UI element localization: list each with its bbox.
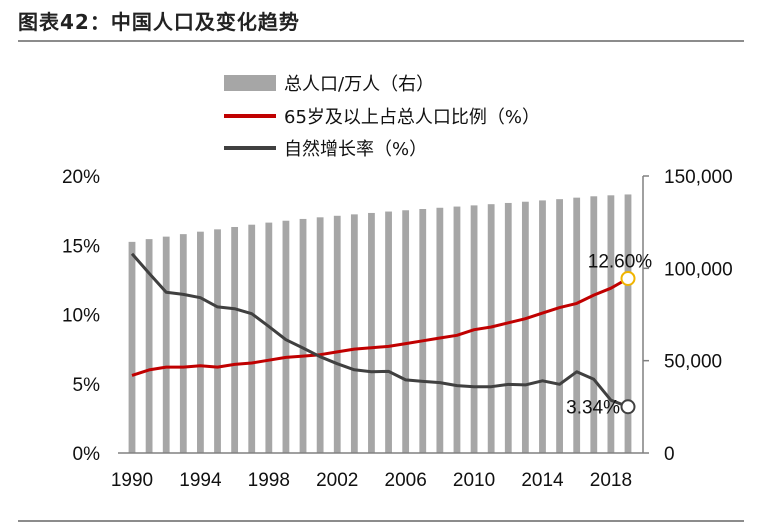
natural-growth-line <box>130 252 629 409</box>
population-bar <box>436 207 444 453</box>
x-tick-label: 1994 <box>179 470 222 491</box>
population-bar <box>539 200 546 453</box>
population-bar <box>419 209 427 453</box>
population-bar <box>368 212 375 453</box>
aged-ratio-line <box>131 277 629 377</box>
figure-title: 图表42：中国人口及变化趋势 <box>18 10 300 34</box>
x-tick-label: 2002 <box>316 470 358 491</box>
chart-legend: 总人口/万人（右） 65岁及以上占总人口比例（%） 自然增长率（%） <box>224 74 540 160</box>
chart-axes: 0% 5% 10% 15% 20% 0 50,000 100,000 150,000 1990 19… <box>62 167 733 491</box>
population-bar <box>556 199 563 453</box>
right-y-tick-label: 150,000 <box>664 167 733 188</box>
top-rule <box>18 40 744 42</box>
x-tick-label: 2014 <box>521 470 564 491</box>
x-tick-label: 2010 <box>453 470 495 491</box>
population-bar <box>248 224 256 453</box>
population-bar <box>504 202 512 453</box>
right-y-tick-label: 50,000 <box>664 352 722 373</box>
population-bar <box>162 236 170 453</box>
legend-entry: 自然增长率（%） <box>284 139 427 160</box>
x-tick-label: 2006 <box>385 470 427 491</box>
population-bar <box>487 204 495 453</box>
left-y-tick-label: 20% <box>62 167 100 188</box>
population-bar <box>145 239 153 453</box>
population-bar <box>607 195 615 453</box>
population-bar <box>282 220 290 453</box>
legend-swatch-bar <box>224 75 276 91</box>
left-y-tick-label: 0% <box>73 444 101 465</box>
population-bar <box>590 196 598 453</box>
population-bar <box>453 206 461 453</box>
end-value-label: 3.34% <box>566 398 620 419</box>
population-bar <box>265 222 273 453</box>
chart-annotations: 12.60% 3.34% <box>566 251 652 418</box>
population-bars <box>128 194 632 453</box>
end-point-marker <box>620 270 636 286</box>
legend-entry: 总人口/万人（右） <box>284 74 434 95</box>
population-bar <box>299 218 307 453</box>
right-y-tick-label: 0 <box>664 444 675 465</box>
population-bar <box>333 215 341 453</box>
legend-entry: 65岁及以上占总人口比例（%） <box>284 107 540 128</box>
series-lines <box>130 252 629 409</box>
population-bar <box>128 241 136 453</box>
bottom-rule <box>18 520 744 522</box>
population-bar <box>350 214 358 453</box>
population-bar <box>624 194 632 453</box>
x-tick-label: 1990 <box>111 470 153 491</box>
population-bar <box>197 231 204 453</box>
population-bar <box>179 234 187 453</box>
left-y-tick-label: 15% <box>62 236 100 257</box>
end-point-marker <box>620 399 636 415</box>
population-bar <box>573 197 581 453</box>
left-y-tick-label: 10% <box>62 306 100 327</box>
population-bar <box>385 211 392 453</box>
x-tick-label: 2018 <box>590 470 632 491</box>
left-y-tick-label: 5% <box>73 375 101 396</box>
x-tick-label: 1998 <box>248 470 290 491</box>
population-bar <box>214 229 221 453</box>
population-bar <box>521 201 529 453</box>
end-value-label: 12.60% <box>588 251 653 272</box>
population-bar <box>402 210 410 453</box>
right-y-tick-label: 100,000 <box>664 259 733 280</box>
population-bar <box>231 226 239 453</box>
population-bar <box>316 217 324 453</box>
